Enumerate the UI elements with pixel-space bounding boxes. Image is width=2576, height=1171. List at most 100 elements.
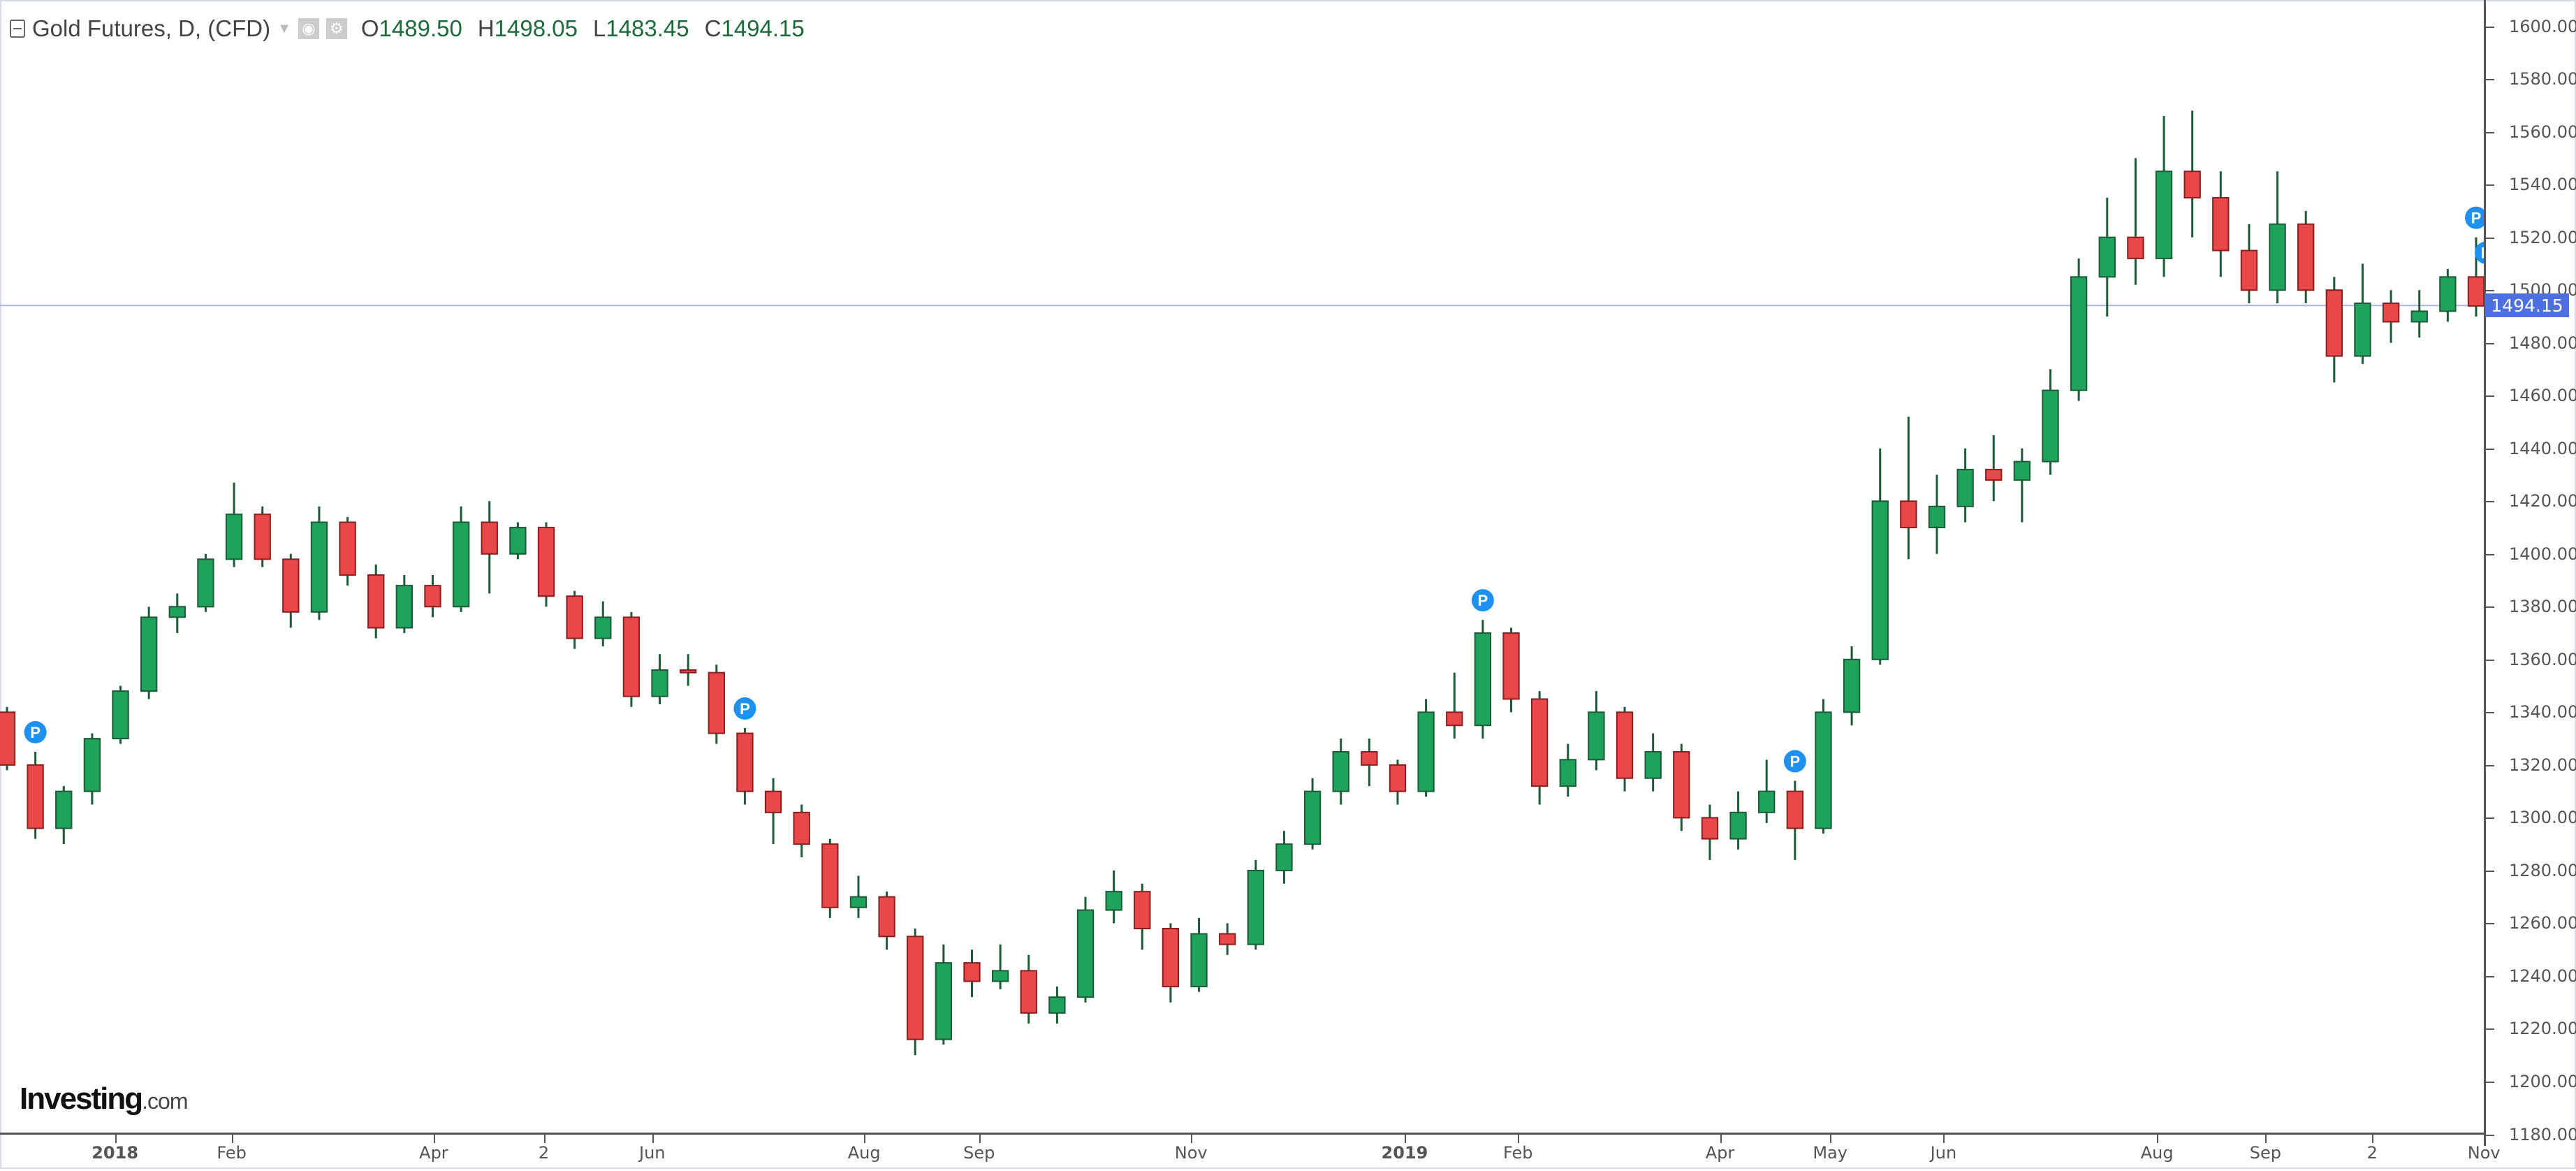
marker-circle [24, 721, 47, 743]
candle [282, 553, 300, 628]
candle-body-down [1701, 817, 1719, 840]
candle-body-down [1389, 764, 1407, 792]
candle-body-down [1162, 927, 1180, 988]
candle-body-up [1559, 759, 1576, 787]
candle [2410, 290, 2428, 338]
price-tick [2486, 553, 2494, 555]
price-axis[interactable] [2484, 0, 2576, 1146]
candle-body-down [27, 764, 44, 829]
price-tick [2486, 342, 2494, 344]
candle [1105, 870, 1122, 924]
candle-body-up [1417, 711, 1435, 792]
price-tick [2486, 975, 2494, 977]
candle-body-up [2354, 303, 2371, 357]
candle [651, 654, 668, 705]
close-key: C [704, 15, 722, 41]
open-key: O [360, 15, 379, 41]
candle [1332, 739, 1349, 805]
candle-body-down [821, 843, 839, 908]
candle [310, 506, 328, 620]
candle-body-up [452, 521, 470, 608]
price-tick [2486, 237, 2494, 239]
candle [2127, 158, 2144, 285]
candle-body-up [1275, 843, 1293, 871]
candle [1673, 743, 1690, 831]
candle [793, 804, 810, 858]
price-tick-label: 1360.00 [2509, 649, 2576, 669]
time-tick [2265, 1135, 2267, 1143]
price-tick-label: 1400.00 [2509, 544, 2576, 564]
candle [1843, 646, 1861, 726]
candle [1417, 699, 1435, 797]
time-tick-label: Jun [1930, 1143, 1957, 1163]
time-tick [979, 1135, 981, 1143]
investing-logo[interactable]: Investing.com [20, 1082, 189, 1117]
candle-body-up [310, 521, 328, 613]
candle [2240, 224, 2258, 304]
candle-body-down [1502, 632, 1520, 700]
collapse-icon[interactable] [10, 20, 25, 38]
price-tick [2486, 712, 2494, 714]
candle [1956, 448, 1974, 523]
candle-body-down [1134, 891, 1151, 929]
close-value: 1494.15 [721, 15, 805, 41]
candle-body-down [1020, 970, 1037, 1014]
candle [55, 786, 73, 845]
candle [1275, 831, 1293, 884]
candle [594, 601, 612, 646]
price-tick-label: 1260.00 [2509, 913, 2576, 933]
marker-p: P [1471, 589, 1494, 612]
marker-circle [1471, 589, 1494, 612]
candle-body-up [140, 616, 158, 692]
time-tick-label: 2 [2366, 1143, 2378, 1163]
candle-body-down [481, 521, 498, 555]
price-tick-label: 1440.00 [2509, 438, 2576, 458]
candle [1361, 739, 1378, 787]
candle [1389, 759, 1407, 805]
price-tick-label: 1300.00 [2509, 808, 2576, 828]
price-tick [2486, 290, 2494, 292]
time-tick-label: Apr [1705, 1143, 1735, 1163]
ohlc-values: O1489.50 H1498.05 L1483.45 C1494.15 [361, 15, 805, 42]
candle-body-down [1786, 790, 1804, 829]
price-tick-label: 1320.00 [2509, 755, 2576, 775]
candle [1247, 859, 1264, 950]
low-key: L [592, 15, 606, 41]
gear-icon[interactable]: ⚙ [325, 18, 347, 39]
candle-body-down [0, 711, 16, 766]
visibility-icon[interactable]: ◉ [298, 18, 319, 39]
high-key: H [477, 15, 495, 41]
candle [1701, 804, 1719, 860]
marker-label: P [2471, 210, 2482, 227]
price-tick [2486, 79, 2494, 81]
time-tick-label: Nov [1174, 1143, 1208, 1163]
price-tick-label: 1540.00 [2509, 175, 2576, 195]
time-tick [115, 1135, 117, 1143]
candle-body-up [83, 738, 101, 792]
symbol-title[interactable]: Gold Futures, D, (CFD) [32, 15, 271, 41]
price-tick-label: 1180.00 [2509, 1124, 2576, 1144]
candle-body-up [1105, 891, 1122, 911]
candle-body-up [991, 970, 1009, 982]
candle-body-down [793, 811, 810, 845]
candle-body-up [509, 527, 527, 555]
candle-body-up [2439, 276, 2457, 312]
candle [1303, 778, 1322, 850]
candle [1502, 627, 1520, 713]
candle [225, 482, 243, 567]
time-axis[interactable] [0, 1133, 2484, 1171]
high-value: 1498.05 [494, 15, 578, 41]
price-plot[interactable]: P P P P P P [0, 0, 2484, 1133]
chart-legend: Gold Futures, D, (CFD) ▼ ◉ ⚙ O1489.50 H1… [10, 15, 805, 42]
chevron-down-icon[interactable]: ▼ [277, 20, 291, 36]
candle [1729, 791, 1747, 850]
candle-body-up [225, 514, 243, 560]
price-tick [2486, 448, 2494, 450]
candle-body-down [2183, 170, 2201, 199]
price-tick-label: 1340.00 [2509, 702, 2576, 722]
candle-body-down [424, 585, 441, 608]
time-tick-label: Jun [638, 1143, 666, 1163]
candle [963, 950, 981, 998]
candle [481, 501, 498, 594]
price-tick-label: 1460.00 [2509, 386, 2576, 406]
